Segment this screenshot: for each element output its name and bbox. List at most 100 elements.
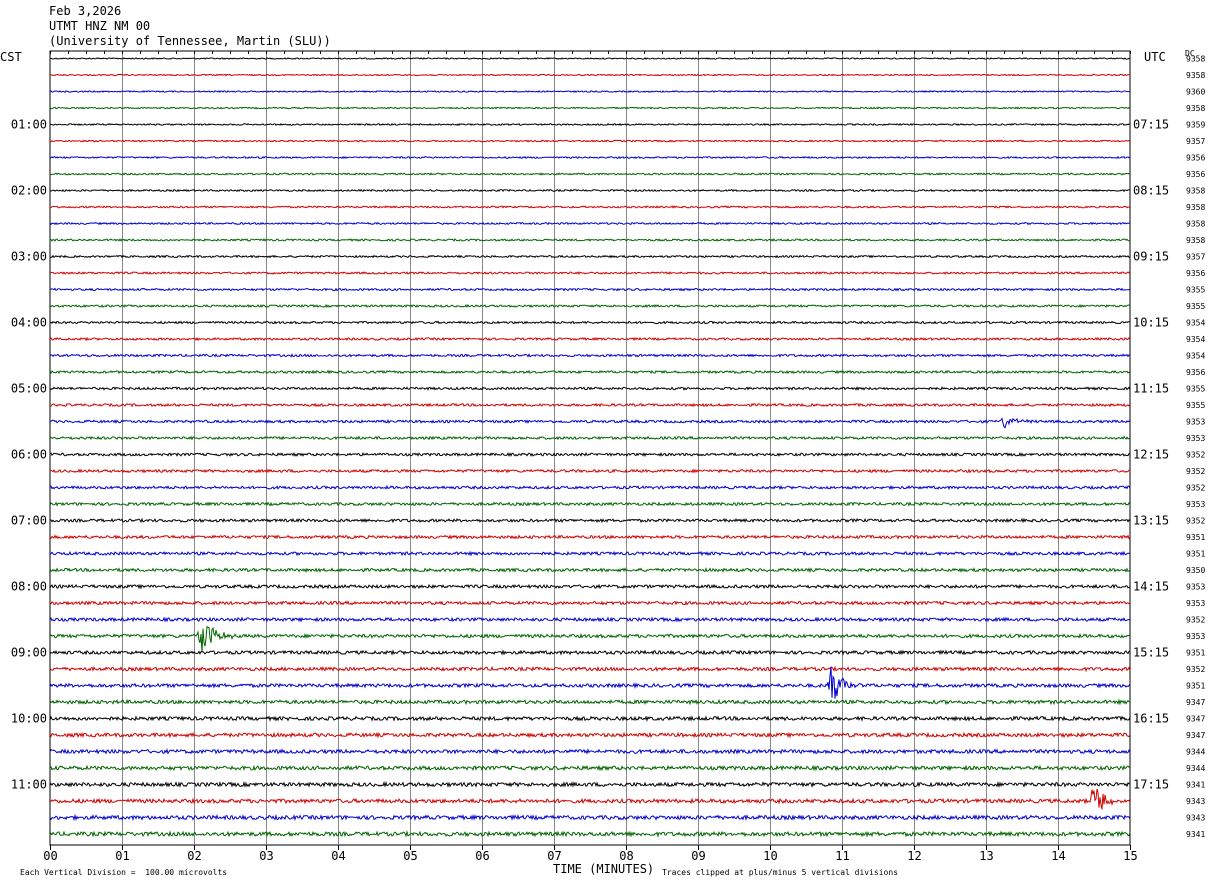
trace-line — [49, 813, 1131, 822]
x-tick-label: 14 — [1051, 849, 1065, 863]
left-hour-label: 04:00 — [11, 316, 47, 330]
right-hour-label: 17:15 — [1133, 778, 1169, 792]
network-label: (University of Tennessee, Martin (SLU)) — [49, 34, 331, 48]
trace-line — [49, 303, 1131, 309]
dc-value-label: 9354 — [1186, 352, 1205, 361]
trace-line — [49, 336, 1131, 342]
trace-line — [49, 221, 1131, 226]
trace-line — [49, 271, 1131, 275]
dc-value-label: 9356 — [1186, 368, 1205, 377]
dc-value-label: 9344 — [1186, 748, 1205, 757]
dc-value-label: 9360 — [1186, 88, 1205, 97]
x-tick-label: 11 — [835, 849, 849, 863]
x-tick-label: 13 — [979, 849, 993, 863]
plot-frame — [49, 50, 1131, 846]
x-tick-label: 07 — [547, 849, 561, 863]
trace-line — [49, 172, 1131, 176]
x-tick-label: 12 — [907, 849, 921, 863]
x-tick-label: 04 — [331, 849, 345, 863]
trace-line — [49, 435, 1131, 441]
trace-line — [49, 73, 1131, 77]
right-hour-label: 08:15 — [1133, 184, 1169, 198]
dc-value-label: 9343 — [1186, 797, 1205, 806]
trace-line — [49, 715, 1131, 722]
dc-value-label: 9356 — [1186, 154, 1205, 163]
dc-value-label: 9353 — [1186, 583, 1205, 592]
dc-value-label: 9357 — [1186, 137, 1205, 146]
x-tick-label: 01 — [115, 849, 129, 863]
dc-value-label: 9358 — [1186, 104, 1205, 113]
dc-value-label: 9359 — [1186, 121, 1205, 130]
footer-vertical-division: Each Vertical Division = 100.00 microvol… — [20, 868, 228, 877]
trace-line — [49, 57, 1131, 60]
x-tick-label: 09 — [691, 849, 705, 863]
left-hour-label: 03:00 — [11, 250, 47, 264]
left-hour-label: 10:00 — [11, 712, 47, 726]
dc-value-label: 9347 — [1186, 731, 1205, 740]
dc-value-label: 9353 — [1186, 500, 1205, 509]
trace-line — [49, 550, 1131, 557]
dc-value-label: 9355 — [1186, 401, 1205, 410]
dc-value-label: 9355 — [1186, 286, 1205, 295]
left-hour-label: 07:00 — [11, 514, 47, 528]
trace-line — [49, 788, 1131, 810]
trace-line — [49, 600, 1131, 606]
dc-value-label: 9351 — [1186, 533, 1205, 542]
trace-line — [49, 155, 1131, 160]
right-timezone-label: UTC — [1144, 50, 1166, 64]
x-tick-label: 15 — [1123, 849, 1137, 863]
trace-line — [49, 90, 1130, 93]
dc-value-label: 9350 — [1186, 566, 1205, 575]
left-hour-label: 02:00 — [11, 184, 47, 198]
trace-line — [49, 106, 1131, 110]
dc-value-label: 9344 — [1186, 764, 1205, 773]
trace-line — [49, 583, 1131, 590]
right-hour-label: 15:15 — [1133, 646, 1169, 660]
trace-line — [49, 748, 1131, 755]
dc-value-label: 9351 — [1186, 550, 1205, 559]
x-tick-label: 02 — [187, 849, 201, 863]
x-tick-label: 08 — [619, 849, 633, 863]
trace-line — [49, 205, 1131, 209]
x-tick-label: 00 — [43, 849, 57, 863]
dc-value-label: 9343 — [1186, 814, 1205, 823]
dc-value-label: 9341 — [1186, 781, 1205, 790]
dc-value-label: 9341 — [1186, 830, 1205, 839]
trace-line — [49, 501, 1131, 507]
x-tick-label: 05 — [403, 849, 417, 863]
trace-line — [49, 402, 1131, 408]
dc-value-label: 9356 — [1186, 269, 1205, 278]
left-hour-label: 05:00 — [11, 382, 47, 396]
trace-line — [49, 567, 1131, 574]
x-tick-label: 03 — [259, 849, 273, 863]
trace-line — [49, 764, 1131, 772]
dc-value-label: 9358 — [1186, 203, 1205, 212]
dc-value-label: 9358 — [1186, 187, 1205, 196]
dc-value-label: 9347 — [1186, 715, 1205, 724]
dc-value-label: 9353 — [1186, 599, 1205, 608]
dc-value-label: 9354 — [1186, 319, 1205, 328]
left-timezone-label: CST — [0, 50, 22, 64]
right-hour-label: 11:15 — [1133, 382, 1169, 396]
trace-line — [49, 666, 1131, 699]
dc-value-label: 9352 — [1186, 616, 1205, 625]
trace-line — [49, 665, 1131, 673]
dc-value-label: 9358 — [1186, 71, 1205, 80]
left-hour-label: 11:00 — [11, 778, 47, 792]
dc-value-label: 9351 — [1186, 649, 1205, 658]
dc-value-label: 9358 — [1186, 236, 1205, 245]
dc-value-label: 9356 — [1186, 170, 1205, 179]
dc-value-label: 9353 — [1186, 434, 1205, 443]
trace-line — [49, 238, 1131, 242]
trace-line — [49, 698, 1131, 706]
station-label: UTMT HNZ NM 00 — [49, 19, 151, 33]
dc-value-label: 9352 — [1186, 665, 1205, 674]
dc-value-label: 9354 — [1186, 335, 1205, 344]
trace-line — [49, 452, 1131, 458]
dc-value-label: 9358 — [1186, 220, 1205, 229]
right-hour-label: 12:15 — [1133, 448, 1169, 462]
dc-value-label: 9353 — [1186, 632, 1205, 641]
right-hour-label: 07:15 — [1133, 118, 1169, 132]
trace-line — [49, 386, 1131, 391]
